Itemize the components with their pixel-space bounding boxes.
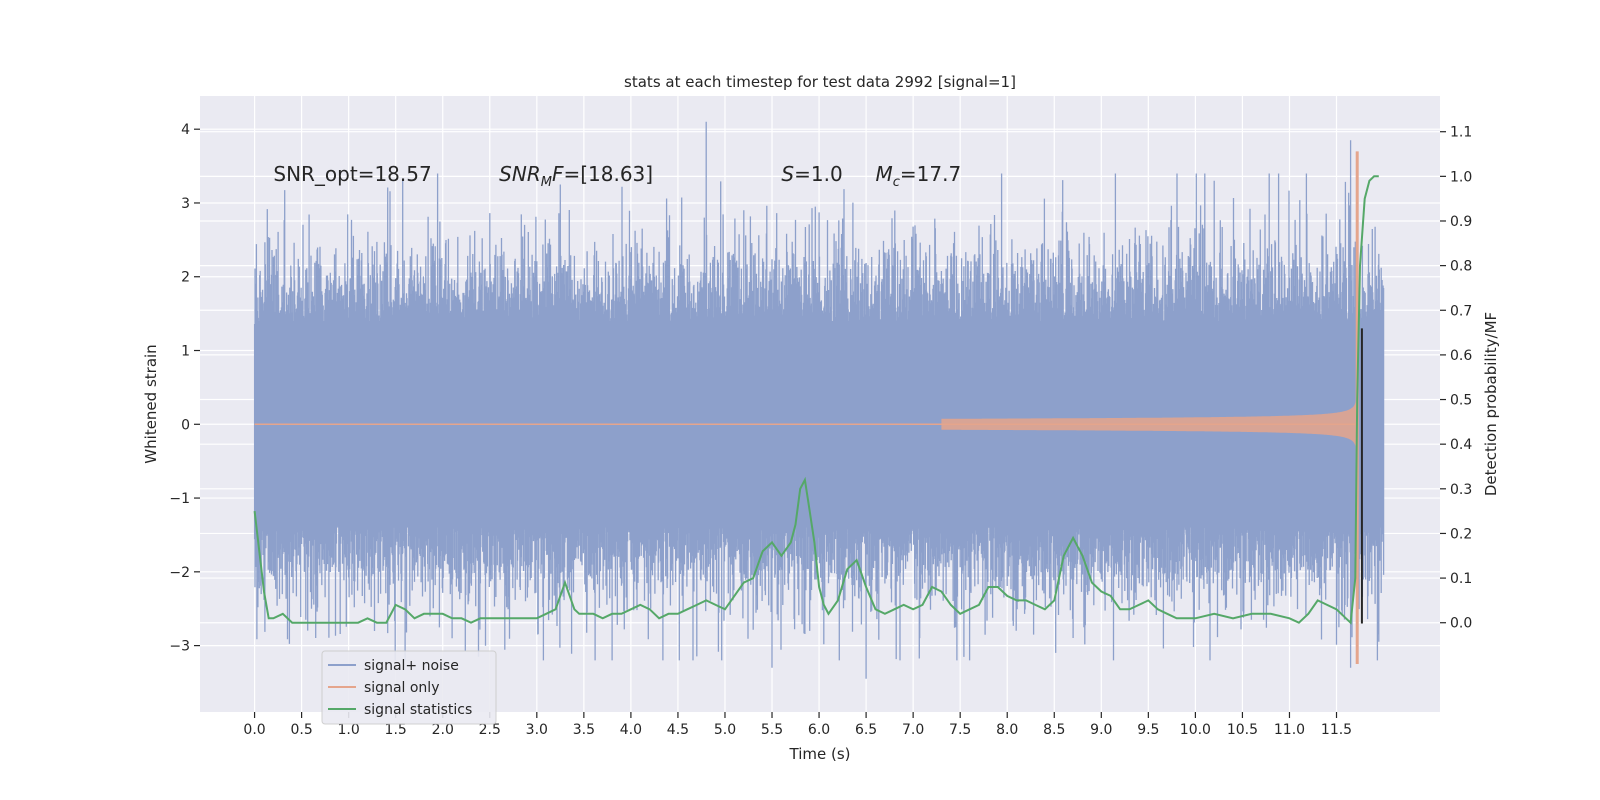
right-y-tick-label: 1.0	[1450, 169, 1472, 185]
x-tick-label: 2.5	[479, 722, 501, 738]
right-y-tick-label: 0.9	[1450, 214, 1472, 230]
x-tick-label: 5.5	[761, 722, 783, 738]
left-y-axis-label: Whitened strain	[142, 344, 160, 463]
left-y-tick-label: −2	[169, 565, 190, 581]
annotation-rest: =17.7	[900, 162, 961, 186]
x-tick-label: 11.5	[1321, 722, 1352, 738]
left-y-tick-label: 0	[181, 417, 190, 433]
x-tick-label: 4.0	[620, 722, 642, 738]
annotation-rest: =[18.63]	[563, 162, 653, 186]
left-y-tick-label: 3	[181, 196, 190, 212]
signal-envelope	[941, 386, 1357, 462]
left-y-tick-label: 4	[181, 122, 190, 138]
legend-box	[321, 650, 497, 725]
right-y-axis-ticks: 0.0 0.1 0.2 0.3 0.4 0.5 0.6 0.7 0.8 0.9 1.0 1.1	[1440, 125, 1472, 632]
annotation-1: SNR_opt=18.57	[273, 162, 431, 186]
x-tick-label: 8.0	[996, 722, 1018, 738]
x-tick-label: 6.0	[808, 722, 830, 738]
x-tick-label: 1.0	[338, 722, 360, 738]
x-tick-label: 10.0	[1180, 722, 1211, 738]
legend-label: signal only	[364, 680, 439, 696]
x-axis-label: Time (s)	[789, 745, 851, 763]
x-tick-label: 3.0	[526, 722, 548, 738]
annotation-subscript: M	[541, 175, 552, 190]
annotation-3: S=1.0	[781, 162, 842, 186]
right-y-tick-label: 0.8	[1450, 259, 1472, 275]
left-y-tick-label: 2	[181, 270, 190, 286]
legend-label: signal statistics	[364, 702, 472, 718]
legend: signal+ noise signal only signal statistic…	[321, 650, 497, 725]
left-y-tick-label: −1	[169, 491, 190, 507]
x-tick-label: 5.0	[714, 722, 736, 738]
x-tick-label: 4.5	[667, 722, 689, 738]
annotations: SNR_opt=18.57 SNRMF=[18.63] S=1.0 Mc=17.7	[273, 162, 961, 190]
left-y-axis-ticks: −3 −2 −1 0 1 2 3 4	[169, 122, 200, 655]
annotation-base: M	[876, 162, 893, 186]
x-tick-label: 1.5	[385, 722, 407, 738]
x-tick-label: 0.0	[243, 722, 265, 738]
annotation-base: SNR	[499, 162, 541, 186]
annotation-subscript: c	[893, 175, 900, 190]
x-tick-label: 8.5	[1043, 722, 1065, 738]
right-y-tick-label: 1.1	[1450, 125, 1472, 141]
x-tick-label: 0.5	[290, 722, 312, 738]
x-tick-label: 6.5	[855, 722, 877, 738]
right-y-tick-label: 0.2	[1450, 526, 1472, 542]
right-y-tick-label: 0.3	[1450, 482, 1472, 498]
annotation-rest: =1.0	[794, 162, 843, 186]
left-y-tick-label: −3	[169, 639, 190, 655]
x-tick-label: 7.0	[902, 722, 924, 738]
noise-strokes	[253, 121, 1385, 679]
right-y-tick-label: 0.5	[1450, 393, 1472, 409]
annotation-rest-italic: F	[552, 162, 564, 186]
x-tick-label: 2.0	[432, 722, 454, 738]
annotation-4: Mc=17.7	[876, 162, 962, 190]
annotation-2: SNRMF=[18.63]	[499, 162, 653, 190]
left-y-tick-label: 1	[181, 344, 190, 360]
x-tick-label: 9.5	[1137, 722, 1159, 738]
right-y-tick-label: 0.7	[1450, 303, 1472, 319]
right-y-tick-label: 0.6	[1450, 348, 1472, 364]
right-y-axis-label: Detection probability/MF	[1482, 312, 1500, 496]
annotation-base: S	[781, 162, 794, 186]
legend-label: signal+ noise	[364, 658, 459, 674]
x-axis-ticks: 0.0 0.5 1.0 1.5 2.0 2.5 3.0 3.5 4.0 4.5 5.0 5.5 6.0 6…	[243, 712, 1352, 738]
right-y-tick-label: 0.1	[1450, 571, 1472, 587]
series-signal-statistics	[253, 175, 1379, 625]
chart-title: stats at each timestep for test data 299…	[624, 73, 1016, 91]
x-tick-label: 11.0	[1274, 722, 1305, 738]
right-y-tick-label: 0.0	[1450, 616, 1472, 632]
x-tick-label: 7.5	[949, 722, 971, 738]
x-tick-label: 10.5	[1227, 722, 1258, 738]
x-tick-label: 9.0	[1090, 722, 1112, 738]
right-y-tick-label: 0.4	[1450, 437, 1472, 453]
x-tick-label: 3.5	[573, 722, 595, 738]
